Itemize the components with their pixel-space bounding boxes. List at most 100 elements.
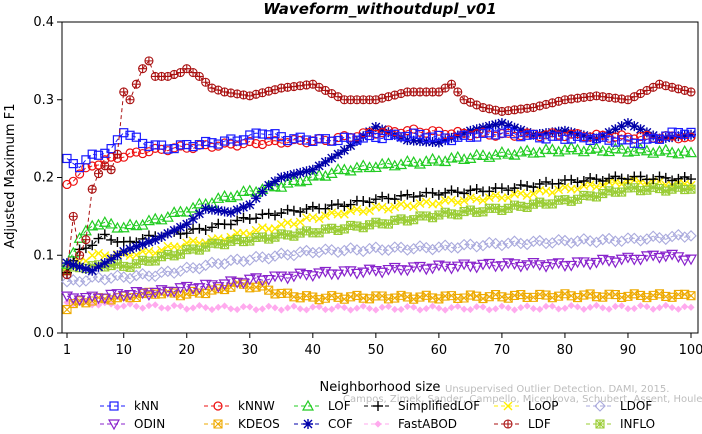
data-point-inflo (686, 184, 696, 194)
data-point-knn (138, 138, 148, 149)
data-point-fastabod (271, 304, 279, 312)
data-point-inflo (182, 245, 192, 255)
data-point-simplifiedlof (99, 229, 110, 240)
data-point-simplifiedlof (515, 179, 526, 190)
data-point-inflo (333, 225, 343, 235)
data-point-simplifiedlof (541, 176, 552, 187)
data-point-simplifiedlof (667, 175, 678, 186)
data-point-fastabod (183, 305, 191, 313)
data-point-simplifiedlof (673, 173, 684, 184)
data-point-cof (572, 128, 583, 139)
data-point-simplifiedlof (433, 189, 444, 200)
data-point-odin (653, 252, 666, 264)
data-point-knn (112, 135, 123, 145)
data-point-odin (445, 263, 458, 275)
data-point-odin (464, 261, 477, 273)
data-point-knn (598, 132, 608, 142)
data-point-ldof (105, 272, 117, 284)
data-point-knn (81, 155, 91, 165)
data-point-fastabod (309, 303, 317, 311)
data-point-ldof (426, 243, 439, 256)
data-point-cof (219, 206, 230, 217)
data-point-cof (326, 153, 337, 164)
data-point-fastabod (441, 306, 449, 314)
data-point-lof (476, 149, 490, 160)
data-point-simplifiedlof (87, 240, 98, 251)
legend-marker (595, 419, 605, 429)
data-point-lof (111, 221, 124, 233)
data-point-inflo (156, 252, 167, 262)
x-tick-label: 100 (679, 343, 702, 358)
data-point-knnw (358, 128, 368, 138)
data-point-knnw (686, 132, 696, 142)
data-point-simplifiedlof (389, 194, 400, 205)
data-point-fastabod (252, 306, 260, 314)
data-point-ldof (130, 269, 143, 282)
data-point-odin (401, 265, 414, 277)
data-point-fastabod (378, 303, 386, 311)
data-point-odin (187, 284, 200, 295)
data-point-cof (125, 244, 136, 255)
data-point-lof (527, 146, 540, 158)
data-point-ldf (201, 77, 211, 87)
data-point-knn (87, 149, 97, 159)
data-point-inflo (566, 196, 576, 206)
data-point-lof (432, 154, 445, 166)
data-point-knn (339, 132, 349, 142)
data-point-knn (667, 127, 677, 137)
data-point-odin (193, 283, 206, 294)
data-point-cof (320, 156, 331, 167)
data-point-fastabod (384, 302, 393, 311)
data-point-ldf (112, 149, 122, 159)
data-point-ldof (489, 237, 502, 250)
data-point-fastabod (624, 305, 632, 313)
data-point-knn (201, 136, 211, 147)
data-point-fastabod (113, 303, 121, 311)
data-point-cof (339, 145, 350, 156)
data-point-odin (338, 266, 351, 278)
data-point-knn (686, 127, 696, 138)
data-point-odin (395, 265, 408, 276)
data-point-knn (673, 127, 683, 138)
data-point-odin (420, 264, 433, 276)
x-tick-label: 70 (494, 343, 511, 358)
data-point-fastabod (214, 303, 222, 311)
data-point-inflo (175, 249, 186, 259)
data-point-fastabod (416, 306, 424, 314)
data-point-ldof (294, 246, 306, 258)
data-point-cof (648, 130, 659, 141)
data-point-lof (149, 212, 162, 224)
data-point-lof (174, 205, 187, 217)
data-point-odin (432, 260, 445, 272)
data-point-lof (615, 142, 628, 154)
data-point-knn (207, 138, 217, 148)
data-point-ldof (370, 241, 382, 254)
data-point-simplifiedlof (364, 197, 375, 208)
legend-item-knnw: kNNW (204, 399, 275, 413)
data-point-odin (168, 286, 181, 298)
data-point-odin (199, 279, 212, 291)
data-point-loop (339, 209, 349, 219)
data-point-lof (67, 246, 80, 258)
data-point-cof (118, 246, 129, 257)
data-point-knn (572, 131, 583, 141)
data-point-simplifiedlof (578, 176, 589, 187)
data-point-knn (251, 128, 261, 138)
data-point-fastabod (466, 306, 474, 314)
data-point-cof (74, 261, 85, 272)
data-point-simplifiedlof (257, 209, 268, 220)
data-point-knn (434, 130, 444, 140)
legend-marker (109, 401, 119, 411)
data-point-ldof (603, 232, 615, 245)
data-point-lof (313, 168, 326, 180)
data-point-ldf (446, 79, 457, 89)
data-point-ldof (325, 244, 338, 256)
data-point-knn (610, 137, 620, 147)
data-point-lof (376, 157, 389, 169)
legend: kNN kNNW LOF SimplifiedLOF LoOP LDOF ODIN KDEOS… (100, 399, 655, 431)
data-point-simplifiedlof (440, 187, 451, 198)
data-point-odin (609, 257, 622, 269)
data-point-loop (409, 202, 419, 212)
data-point-knn (295, 132, 305, 142)
data-point-knn (516, 132, 526, 142)
